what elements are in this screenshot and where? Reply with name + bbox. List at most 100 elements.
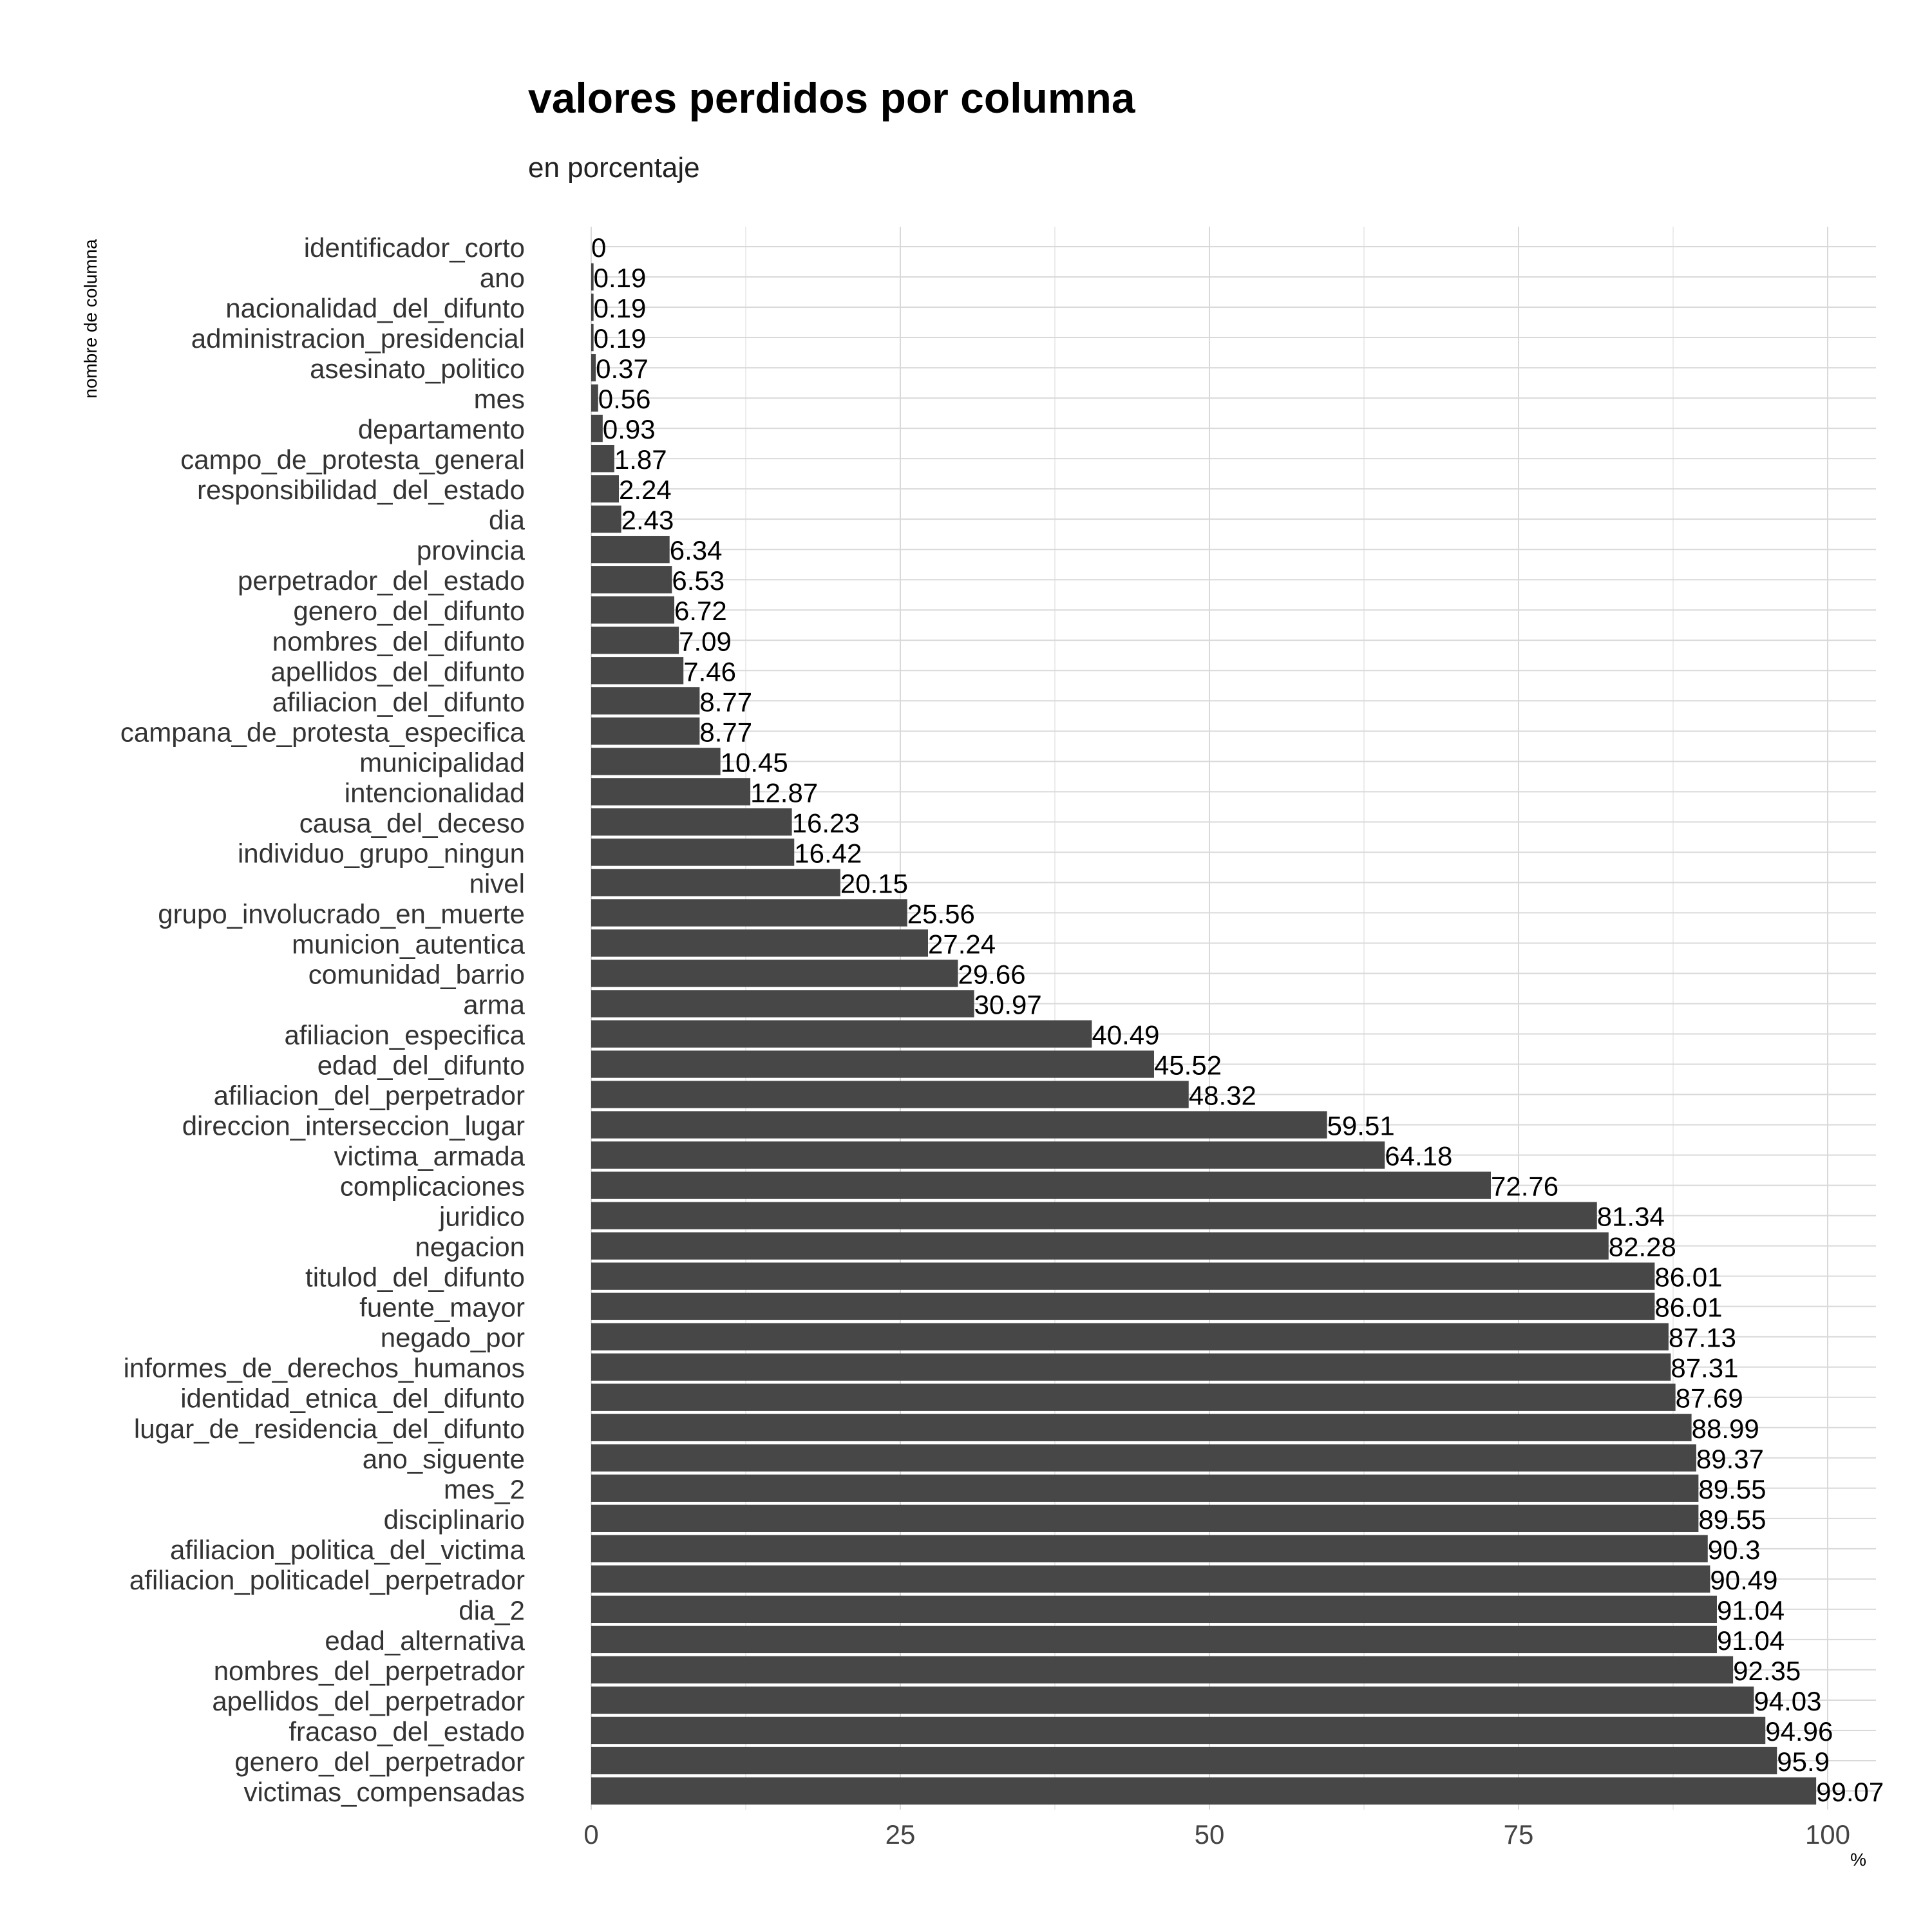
x-tick-label: 75	[1504, 1819, 1534, 1850]
x-axis-title: %	[1850, 1850, 1866, 1870]
bar	[591, 1293, 1655, 1320]
value-label: 87.31	[1671, 1353, 1738, 1383]
category-label: victimas_compensadas	[243, 1777, 525, 1807]
chart-subtitle: en porcentaje	[528, 152, 700, 184]
category-label: departamento	[358, 414, 525, 444]
value-label: 6.34	[670, 535, 723, 565]
value-label: 82.28	[1609, 1232, 1676, 1262]
category-label: provincia	[417, 535, 526, 565]
value-label: 16.23	[792, 808, 860, 838]
bar	[591, 475, 620, 503]
category-label: individuo_grupo_ningun	[238, 838, 525, 868]
category-label: genero_del_perpetrador	[234, 1747, 525, 1777]
value-label: 12.87	[750, 777, 818, 808]
x-axis-ticks: 0 25 50 75 100	[583, 1819, 1850, 1850]
value-label: 40.49	[1092, 1020, 1159, 1050]
value-label: 20.15	[840, 868, 908, 898]
value-label: 7.09	[679, 626, 732, 656]
category-label: victima_armada	[334, 1141, 526, 1171]
value-label: 89.37	[1696, 1444, 1764, 1474]
value-label: 10.45	[721, 747, 788, 777]
chart-title: valores perdidos por columna	[528, 74, 1136, 122]
category-label: dia_2	[459, 1595, 525, 1625]
category-label: asesinato_politico	[310, 354, 525, 384]
category-label: afiliacion_especifica	[284, 1020, 525, 1050]
bar	[591, 1050, 1154, 1078]
bar	[591, 1565, 1710, 1593]
value-label: 87.13	[1669, 1323, 1736, 1353]
bar	[591, 1262, 1655, 1290]
bar	[591, 566, 672, 594]
category-label: fracaso_del_estado	[289, 1716, 525, 1747]
category-label: administracion_presidencial	[191, 323, 525, 354]
bar	[591, 1504, 1699, 1532]
bar	[591, 1020, 1092, 1048]
bar	[591, 717, 700, 745]
category-label: ano_siguente	[363, 1444, 525, 1474]
bar	[591, 354, 596, 382]
value-label: 94.96	[1765, 1716, 1833, 1747]
value-label: 89.55	[1698, 1504, 1766, 1535]
bar	[591, 536, 670, 564]
bar	[591, 657, 684, 685]
x-tick-label: 50	[1195, 1819, 1225, 1850]
category-label: juridico	[438, 1202, 525, 1232]
bar	[591, 384, 598, 412]
value-label: 1.87	[614, 444, 667, 475]
value-label: 8.77	[699, 717, 752, 747]
value-label: 99.07	[1816, 1777, 1884, 1807]
bar	[591, 1202, 1597, 1229]
value-label: 7.46	[683, 656, 736, 687]
category-label: causa_del_deceso	[299, 808, 525, 838]
value-label: 87.69	[1676, 1383, 1743, 1414]
category-label: apellidos_del_perpetrador	[212, 1686, 525, 1716]
value-label: 81.34	[1597, 1202, 1665, 1232]
category-label: nombres_del_difunto	[272, 626, 525, 656]
bar	[591, 263, 594, 291]
bar	[591, 929, 929, 957]
value-label: 0.93	[603, 414, 656, 444]
value-label: 0.19	[594, 263, 647, 293]
bar	[591, 960, 958, 987]
bar	[591, 1625, 1717, 1654]
category-label: identidad_etnica_del_difunto	[180, 1383, 525, 1414]
category-label: intencionalidad	[345, 777, 525, 808]
x-tick-label: 100	[1805, 1819, 1850, 1850]
value-label: 25.56	[907, 898, 975, 929]
bar	[591, 1141, 1385, 1169]
bar	[591, 1111, 1327, 1139]
category-label: negado_por	[381, 1323, 525, 1353]
category-label: municipalidad	[359, 747, 525, 777]
bar	[591, 293, 594, 321]
value-label: 90.3	[1708, 1535, 1761, 1565]
bar	[591, 1777, 1817, 1805]
category-label: dia	[489, 505, 526, 535]
value-label: 2.43	[621, 505, 674, 535]
bar	[591, 899, 907, 927]
bar	[591, 1747, 1777, 1775]
value-label: 64.18	[1385, 1141, 1452, 1171]
value-label: 72.76	[1491, 1171, 1558, 1202]
value-label: 88.99	[1692, 1414, 1759, 1444]
value-label: 2.24	[619, 475, 672, 505]
bar	[591, 1656, 1734, 1684]
value-label: 6.72	[674, 596, 727, 626]
bar	[591, 1323, 1669, 1350]
bar	[591, 748, 721, 775]
bar	[591, 869, 840, 896]
category-label: disciplinario	[384, 1504, 525, 1535]
value-label: 90.49	[1710, 1565, 1777, 1595]
bar	[591, 838, 795, 866]
bar	[591, 808, 792, 836]
value-label: 48.32	[1189, 1081, 1256, 1111]
category-label: nacionalidad_del_difunto	[225, 293, 525, 323]
category-label: genero_del_difunto	[293, 596, 525, 626]
bar	[591, 1444, 1696, 1472]
value-label: 6.53	[672, 565, 724, 596]
category-label: informes_de_derechos_humanos	[124, 1353, 525, 1383]
category-label: grupo_involucrado_en_muerte	[158, 898, 525, 929]
bar	[591, 1716, 1766, 1745]
category-label: ano	[480, 263, 525, 293]
y-axis-title: nombre de columna	[80, 239, 100, 399]
